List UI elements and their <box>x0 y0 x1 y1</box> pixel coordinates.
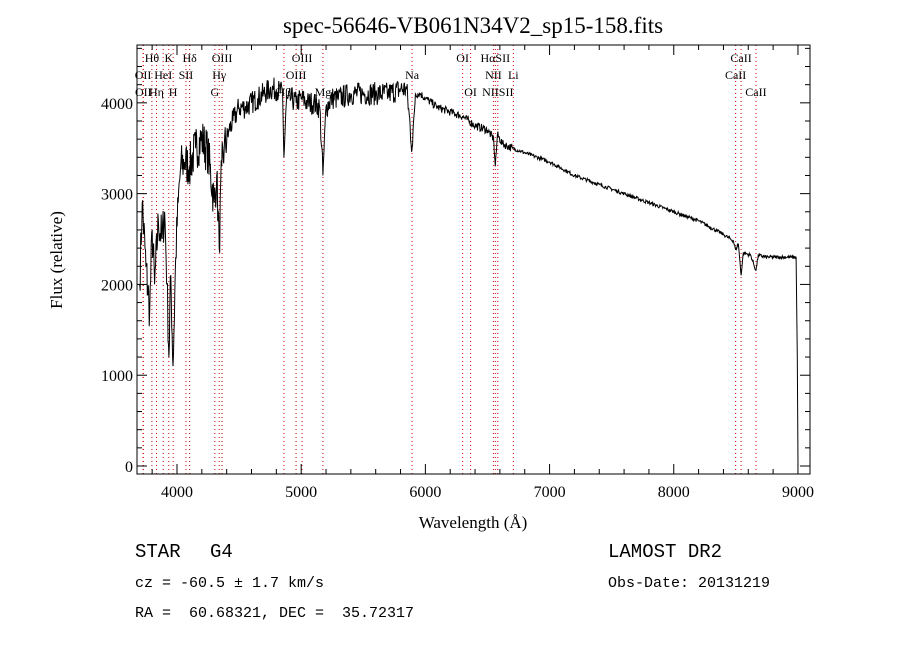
line-label: Hδ <box>182 51 197 65</box>
object-class: STAR <box>135 541 181 563</box>
line-label: NIISII <box>482 85 513 99</box>
axis-ticks: 4000 5000 6000 7000 8000 9000 0 1000 2000 3000 400… <box>101 45 814 501</box>
line-label: CaII <box>730 51 751 65</box>
plot-frame <box>136 44 811 475</box>
x-tick-label: 4000 <box>161 484 193 501</box>
y-axis-label: Flux (relative) <box>47 211 66 309</box>
y-tick-label: 1000 <box>101 368 133 385</box>
y-tick-label: 4000 <box>101 96 133 113</box>
survey-label: LAMOST DR2 <box>608 541 723 563</box>
line-label: G <box>211 85 220 99</box>
line-label: Mg <box>315 85 332 99</box>
line-label: SII <box>179 68 194 82</box>
y-tick-label: 2000 <box>101 277 133 294</box>
coordinates: RA = 60.68321, DEC = 35.72317 <box>135 605 415 622</box>
line-label: Na <box>405 68 420 82</box>
line-label: NII <box>485 68 502 82</box>
x-tick-label: 9000 <box>782 484 814 501</box>
line-label: OII <box>135 68 152 82</box>
line-label: OI <box>464 85 477 99</box>
x-tick-label: 7000 <box>534 484 566 501</box>
spectrum-line <box>139 77 799 467</box>
line-label: Hθ <box>145 51 160 65</box>
line-label: Hγ <box>212 68 227 82</box>
line-label: OIII <box>286 68 307 82</box>
line-label: HeI <box>154 68 172 82</box>
y-tick-label: 3000 <box>101 187 133 204</box>
x-axis-label: Wavelength (Å) <box>419 513 528 532</box>
line-label: CaII <box>745 85 766 99</box>
redshift-text: cz = -60.5 ± 1.7 km/s <box>135 575 325 592</box>
line-label: H <box>169 85 178 99</box>
obs-date: Obs-Date: 20131219 <box>608 575 771 592</box>
line-label: Hη <box>149 85 164 99</box>
line-label: Li <box>508 68 519 82</box>
line-label: OII <box>135 85 152 99</box>
line-labels: Hθ K Hδ OIII OIII OI HαSII CaII OII HeI SII Hγ OIII N… <box>135 51 767 99</box>
x-tick-label: 5000 <box>285 484 317 501</box>
chart-title: spec-56646-VB061N34V2_sp15-158.fits <box>283 13 663 38</box>
line-label: OIII <box>292 51 313 65</box>
x-tick-label: 8000 <box>658 484 690 501</box>
line-label: K <box>164 51 173 65</box>
object-subclass: G4 <box>210 541 233 563</box>
line-label: HαSII <box>480 51 510 65</box>
line-label: OI <box>456 51 469 65</box>
line-label: OIII <box>212 51 233 65</box>
line-label: CaII <box>725 68 746 82</box>
x-tick-label: 6000 <box>409 484 441 501</box>
y-tick-label: 0 <box>125 459 133 476</box>
